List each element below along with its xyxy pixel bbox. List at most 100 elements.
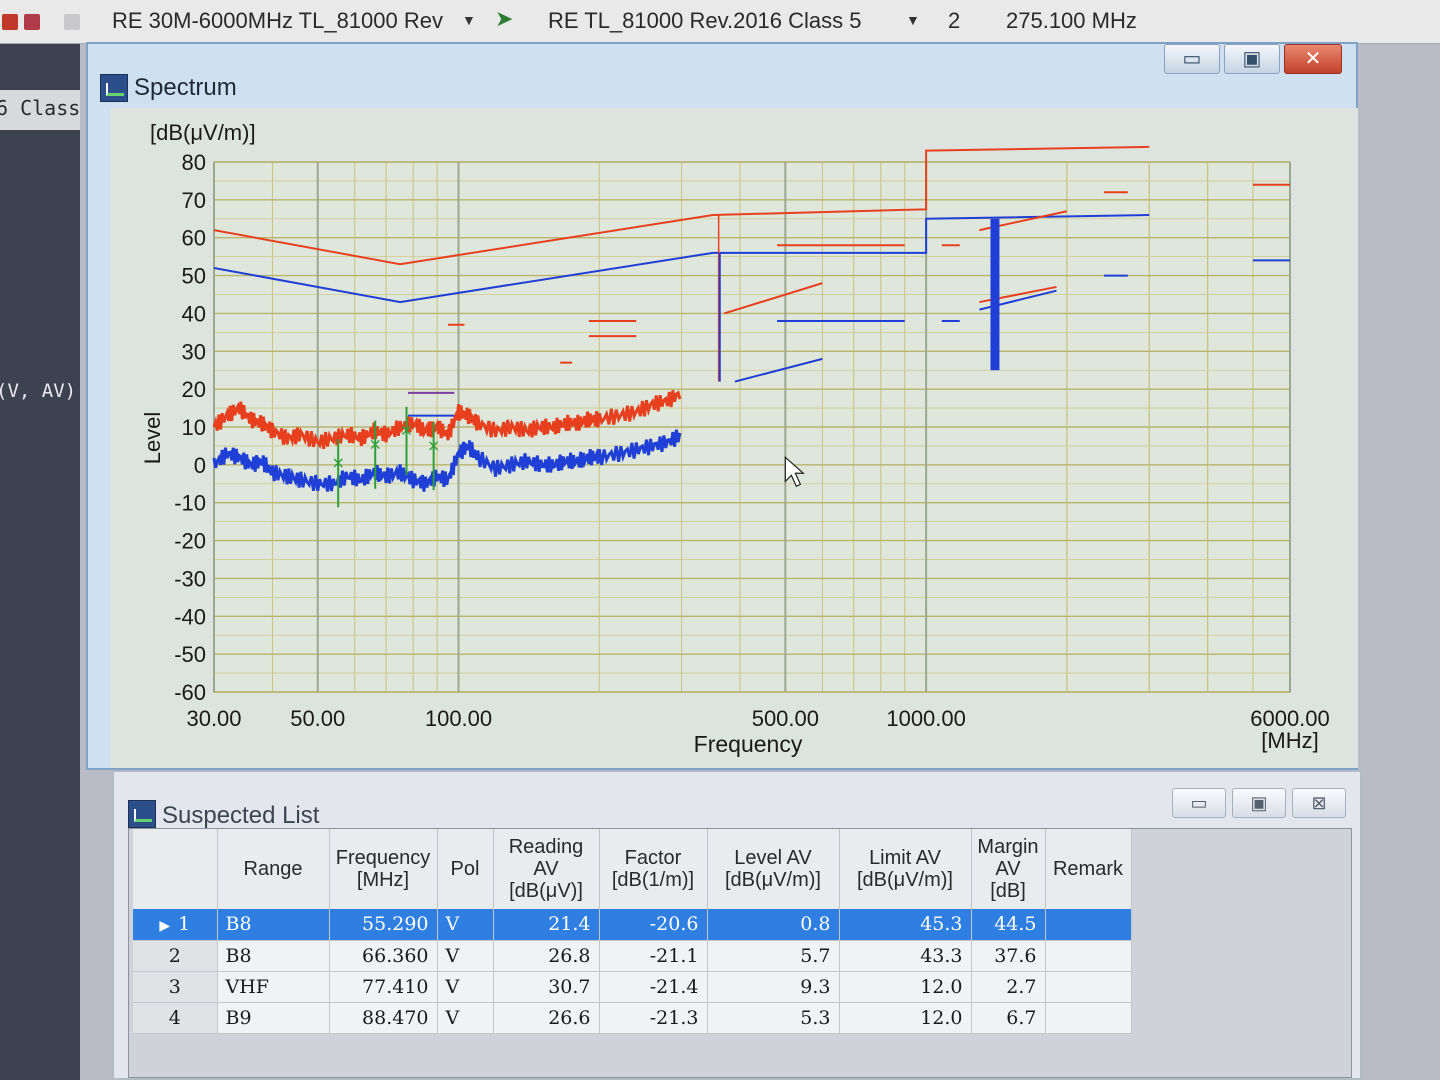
spectrum-titlebar[interactable]: Spectrum ▭ ▣ ✕ xyxy=(88,44,1356,108)
table-row[interactable]: 3 VHF 77.410 V 30.7 -21.4 9.3 12.0 2.7 xyxy=(133,971,1132,1003)
limit-line xyxy=(213,214,1150,304)
cell-range: VHF xyxy=(217,971,330,1003)
cell-limit: 12.0 xyxy=(839,971,972,1003)
x-tick-label: 30.00 xyxy=(186,706,241,731)
cell-level: 5.7 xyxy=(707,940,840,972)
series-line xyxy=(212,429,682,492)
cell-margin: 37.6 xyxy=(971,940,1046,972)
blank-icon[interactable] xyxy=(64,14,80,30)
cell-remark xyxy=(1045,1002,1132,1034)
cell-pol: V xyxy=(437,1002,494,1034)
cell-range: B8 xyxy=(217,909,330,941)
header-limit[interactable]: Limit AV [dB(μV/m)] xyxy=(839,829,972,909)
maximize-button[interactable]: ▣ xyxy=(1224,44,1280,74)
y-tick-label: -10 xyxy=(174,491,206,516)
suspected-grid[interactable]: Range Frequency [MHz] Pol Reading AV [dB… xyxy=(128,828,1352,1078)
suspect-marker-x: × xyxy=(331,453,344,472)
y-tick-label: -60 xyxy=(174,680,206,705)
cell-limit: 12.0 xyxy=(839,1002,972,1034)
profile-select[interactable]: RE 30M-6000MHz TL_81000 Rev xyxy=(112,8,443,33)
y-axis-label: Level xyxy=(140,412,165,465)
header-reading[interactable]: Reading AV [dB(μV)] xyxy=(493,829,600,909)
cell-level: 0.8 xyxy=(707,909,840,941)
edit-icon[interactable] xyxy=(24,14,40,30)
cell-pol: V xyxy=(437,971,494,1003)
header-factor[interactable]: Factor [dB(1/m)] xyxy=(599,829,708,909)
run-arrow-icon[interactable]: ➤ xyxy=(495,6,514,31)
header-level[interactable]: Level AV [dB(μV/m)] xyxy=(707,829,840,909)
mouse-cursor-icon xyxy=(784,455,805,488)
y-tick-label: 20 xyxy=(182,377,206,402)
y-tick-label: 10 xyxy=(182,415,206,440)
table-row[interactable]: ▶ 1 B8 55.290 V 21.4 -20.6 0.8 45.3 44.5 xyxy=(133,909,1132,941)
chevron-down-icon[interactable]: ▼ xyxy=(462,12,476,28)
y-tick-label: 30 xyxy=(182,339,206,364)
cell-factor: -20.6 xyxy=(599,909,708,941)
suspected-list-window: Suspected List ▭ ▣ ⊠ Range Frequency [MH… xyxy=(112,770,1362,1080)
cell-remark xyxy=(1045,940,1132,972)
spectrum-plot[interactable]: 80 70 60 50 40 30 20 10 0 -10 -20 -30 -40 -50 -60 30.00… xyxy=(110,108,1358,768)
minimize-button[interactable]: ▭ xyxy=(1172,788,1226,818)
header-index[interactable] xyxy=(133,829,218,909)
standard-label: RE TL_81000 Rev.2016 Class 5 xyxy=(548,8,862,33)
minimize-button[interactable]: ▭ xyxy=(1164,44,1220,74)
record-icon[interactable] xyxy=(2,14,18,30)
toolbar: RE 30M-6000MHz TL_81000 Rev ▼ ➤ RE TL_81… xyxy=(0,0,1440,44)
suspected-table[interactable]: Range Frequency [MHz] Pol Reading AV [dB… xyxy=(133,829,1132,1034)
cell-factor: -21.4 xyxy=(599,971,708,1003)
spectrum-title: Spectrum xyxy=(134,74,237,101)
table-row[interactable]: 4 B9 88.470 V 26.6 -21.3 5.3 12.0 6.7 xyxy=(133,1002,1132,1034)
field-value: 2 xyxy=(948,8,961,33)
cell-remark xyxy=(1045,909,1132,941)
chevron-down-icon[interactable]: ▼ xyxy=(906,12,920,28)
segment-line xyxy=(723,282,823,315)
suspect-marker-x: × xyxy=(369,434,382,453)
header-margin[interactable]: Margin AV [dB] xyxy=(971,829,1046,909)
close-button[interactable]: ⊠ xyxy=(1292,788,1346,818)
cell-factor: -21.3 xyxy=(599,1002,708,1034)
cell-range: B9 xyxy=(217,1002,330,1034)
frequency-value: 275.100 MHz xyxy=(1006,8,1137,33)
left-panel-strip xyxy=(0,90,80,130)
cell-pol: V xyxy=(437,940,494,972)
x-tick-label: 500.00 xyxy=(752,706,819,731)
close-button[interactable]: ✕ xyxy=(1284,44,1342,74)
left-panel: 6 Class (V, AV) xyxy=(0,44,80,1080)
cell-margin: 2.7 xyxy=(971,971,1046,1003)
cell-reading: 30.7 xyxy=(493,971,600,1003)
cell-limit: 43.3 xyxy=(839,940,972,972)
suspect-marker-x: × xyxy=(400,421,413,440)
spectrum-chart[interactable]: 80 70 60 50 40 30 20 10 0 -10 -20 -30 -40 -50 -6030.00… xyxy=(110,108,1358,768)
cell-reading: 26.6 xyxy=(493,1002,600,1034)
y-tick-label: 70 xyxy=(182,188,206,213)
cell-reading: 26.8 xyxy=(493,940,600,972)
suspect-marker-x: × xyxy=(427,436,440,455)
band-block xyxy=(990,218,1000,371)
y-tick-label: -30 xyxy=(174,566,206,591)
spectrum-window: Spectrum ▭ ▣ ✕ 80 70 60 50 40 30 20 10 0 -10 -20 -3… xyxy=(86,42,1358,770)
cell-reading: 21.4 xyxy=(493,909,600,941)
y-tick-label: 50 xyxy=(182,264,206,289)
row-index: 2 xyxy=(133,940,218,972)
cell-range: B8 xyxy=(217,940,330,972)
x-tick-label: 50.00 xyxy=(290,706,345,731)
x-tick-label: 6000.00 xyxy=(1250,706,1330,731)
y-tick-label: -50 xyxy=(174,642,206,667)
suspected-list-title: Suspected List xyxy=(162,802,320,829)
header-range[interactable]: Range xyxy=(217,829,330,909)
row-pointer-icon: ▶ xyxy=(159,918,171,935)
limit-line xyxy=(213,145,1150,266)
cell-level: 9.3 xyxy=(707,971,840,1003)
maximize-button[interactable]: ▣ xyxy=(1232,788,1286,818)
cell-factor: -21.1 xyxy=(599,940,708,972)
header-remark[interactable]: Remark xyxy=(1045,829,1132,909)
row-index: ▶ 1 xyxy=(133,909,218,941)
cell-limit: 45.3 xyxy=(839,909,972,941)
header-frequency[interactable]: Frequency [MHz] xyxy=(329,829,438,909)
y-tick-label: 80 xyxy=(182,150,206,175)
cell-margin: 6.7 xyxy=(971,1002,1046,1034)
y-tick-label: -20 xyxy=(174,529,206,554)
table-row[interactable]: 2 B8 66.360 V 26.8 -21.1 5.7 43.3 37.6 xyxy=(133,940,1132,972)
cell-level: 5.3 xyxy=(707,1002,840,1034)
header-pol[interactable]: Pol xyxy=(437,829,494,909)
